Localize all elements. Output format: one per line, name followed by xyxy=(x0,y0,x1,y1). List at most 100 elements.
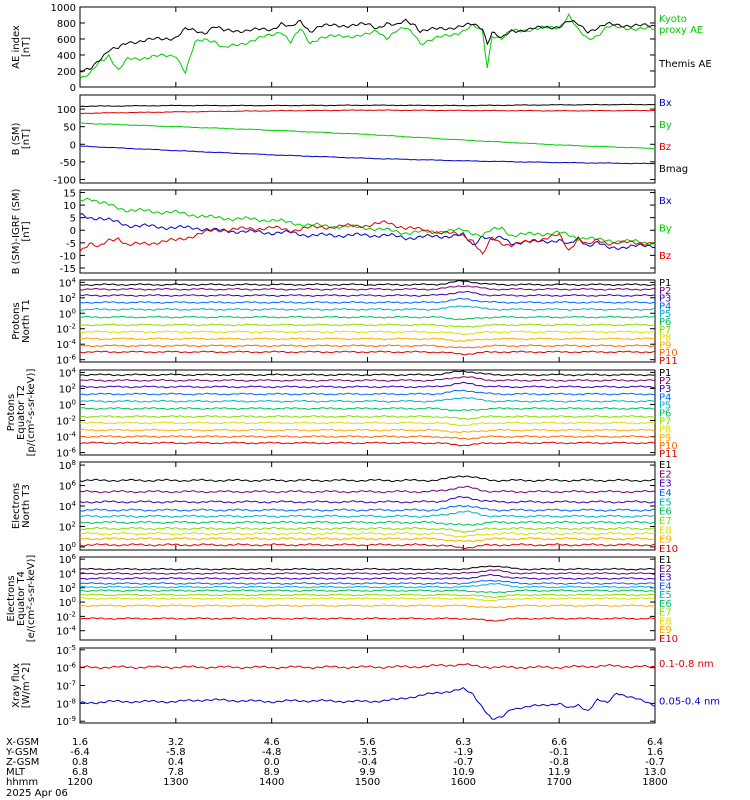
ytick-label: -50 xyxy=(60,158,76,169)
legend-e9: E9 xyxy=(659,535,672,546)
ytick-label-exp: 0 xyxy=(72,307,76,315)
legend-p6: P6 xyxy=(659,317,671,328)
legend-p3: P3 xyxy=(659,294,671,305)
ytick-label-exp: 0 xyxy=(72,398,76,406)
y-axis-label: B (SM)-IGRF (SM) xyxy=(11,189,22,275)
ytick-label: 15 xyxy=(63,189,76,200)
channel-line-e3 xyxy=(79,573,656,580)
legend-p11: P11 xyxy=(659,356,678,367)
ytick-label: 10-6 xyxy=(56,662,76,675)
ytick-label-exp: -5 xyxy=(69,644,76,652)
ytick-label-base: 10 xyxy=(56,627,69,638)
ytick-label: 10 xyxy=(63,201,76,212)
y-axis-label: Electrons xyxy=(6,575,17,621)
ytick-label: 10-6 xyxy=(56,447,76,460)
ytick-label-base: 10 xyxy=(59,569,72,580)
ytick-label-base: 10 xyxy=(59,294,72,305)
series-line-bz xyxy=(79,109,655,115)
channel-line-e5 xyxy=(79,510,655,519)
channel-line-p3 xyxy=(79,381,656,389)
ytick-label: 10-9 xyxy=(56,715,76,728)
ytick-label-base: 10 xyxy=(56,433,69,444)
footer-value: -0.7 xyxy=(454,757,474,768)
channel-line-p7 xyxy=(79,323,656,328)
ytick-label-exp: 8 xyxy=(72,459,76,467)
ytick-label: 10-4 xyxy=(56,431,76,444)
legend-e4: E4 xyxy=(659,488,672,499)
legend-bz: Bz xyxy=(659,142,671,153)
ytick-label-base: 10 xyxy=(56,699,69,710)
legend-0-1-0-8-nm: 0.1-0.8 nm xyxy=(659,659,714,670)
legend-e2: E2 xyxy=(659,469,672,480)
footer-row-label-y-gsm: Y-GSM xyxy=(5,747,38,758)
ytick-label-base: 10 xyxy=(59,482,72,493)
channel-line-e7 xyxy=(79,526,656,533)
ytick-label-exp: -2 xyxy=(69,323,76,331)
footer-value: -5.8 xyxy=(166,747,186,758)
channel-line-p9 xyxy=(79,337,656,342)
ytick-label: 102 xyxy=(59,520,76,533)
ytick-label-exp: 0 xyxy=(72,541,76,549)
footer-row-label-hhmm: hhmm xyxy=(6,777,38,788)
y-axis-label: North T1 xyxy=(21,299,32,343)
legend-p8: P8 xyxy=(659,425,671,436)
ytick-label: 100 xyxy=(59,307,76,320)
panel-2: -100 -50 0 50 100 B (SM) [nT] Bx By Bz Bmag xyxy=(11,94,688,186)
ytick-label-base: 10 xyxy=(59,384,72,395)
footer-value: 8.9 xyxy=(264,767,280,778)
footer-value: -6.4 xyxy=(70,747,90,758)
ytick-label-base: 10 xyxy=(59,368,72,379)
legend-p5: P5 xyxy=(659,309,671,320)
footer-value: 0.8 xyxy=(72,757,88,768)
channel-line-p1 xyxy=(79,370,656,377)
y-axis-label: B (SM) xyxy=(11,122,22,155)
ytick-label-exp: 2 xyxy=(72,292,76,300)
legend-p8: P8 xyxy=(659,333,671,344)
legend-e8: E8 xyxy=(659,525,672,536)
legend-e8: E8 xyxy=(659,616,672,627)
channel-line-e8 xyxy=(79,531,656,538)
ytick-label: -100 xyxy=(53,175,76,186)
footer-value: 6.8 xyxy=(72,767,88,778)
footer-value: 5.6 xyxy=(360,737,376,748)
y-axis-label: North T3 xyxy=(21,484,32,528)
legend-p2: P2 xyxy=(659,376,671,387)
ytick-label: 104 xyxy=(59,500,77,513)
ytick-label: 108 xyxy=(59,459,76,472)
legend-e7: E7 xyxy=(659,608,672,619)
ytick-label: 10-6 xyxy=(56,354,76,367)
ytick-label-exp: 6 xyxy=(72,480,77,488)
ytick-label-exp: 6 xyxy=(72,553,77,561)
ytick-label: 200 xyxy=(57,67,76,78)
channel-line-e4 xyxy=(79,579,656,585)
legend-e1: E1 xyxy=(659,460,672,471)
ytick-label: 104 xyxy=(59,567,77,580)
legend-e4: E4 xyxy=(659,581,672,592)
channel-line-p2 xyxy=(79,376,656,382)
ytick-label: 104 xyxy=(59,366,77,379)
ytick-label-exp: 0 xyxy=(72,596,76,604)
panel-frame xyxy=(79,94,656,184)
channel-line-p6 xyxy=(79,406,656,412)
footer-value: 0.4 xyxy=(168,757,184,768)
legend-bx: Bx xyxy=(659,196,672,207)
ytick-label-base: 10 xyxy=(59,461,72,472)
ytick-label-base: 10 xyxy=(56,646,69,657)
ytick-label-base: 10 xyxy=(56,612,69,623)
channel-line-e8 xyxy=(79,597,656,602)
ytick-label: 100 xyxy=(59,541,76,554)
ytick-label-exp: -6 xyxy=(69,354,77,362)
panel-frame xyxy=(79,6,656,88)
ytick-label: 10-2 xyxy=(56,610,76,623)
channel-line-e2 xyxy=(79,485,656,494)
panel-frame xyxy=(79,647,656,724)
legend-p9: P9 xyxy=(659,340,671,351)
ytick-label-exp: 2 xyxy=(72,520,76,528)
channel-line-p11 xyxy=(79,350,656,356)
ytick-label-base: 10 xyxy=(56,664,69,675)
footer-value: 6.4 xyxy=(647,737,663,748)
footer-value: 1800 xyxy=(642,777,667,788)
